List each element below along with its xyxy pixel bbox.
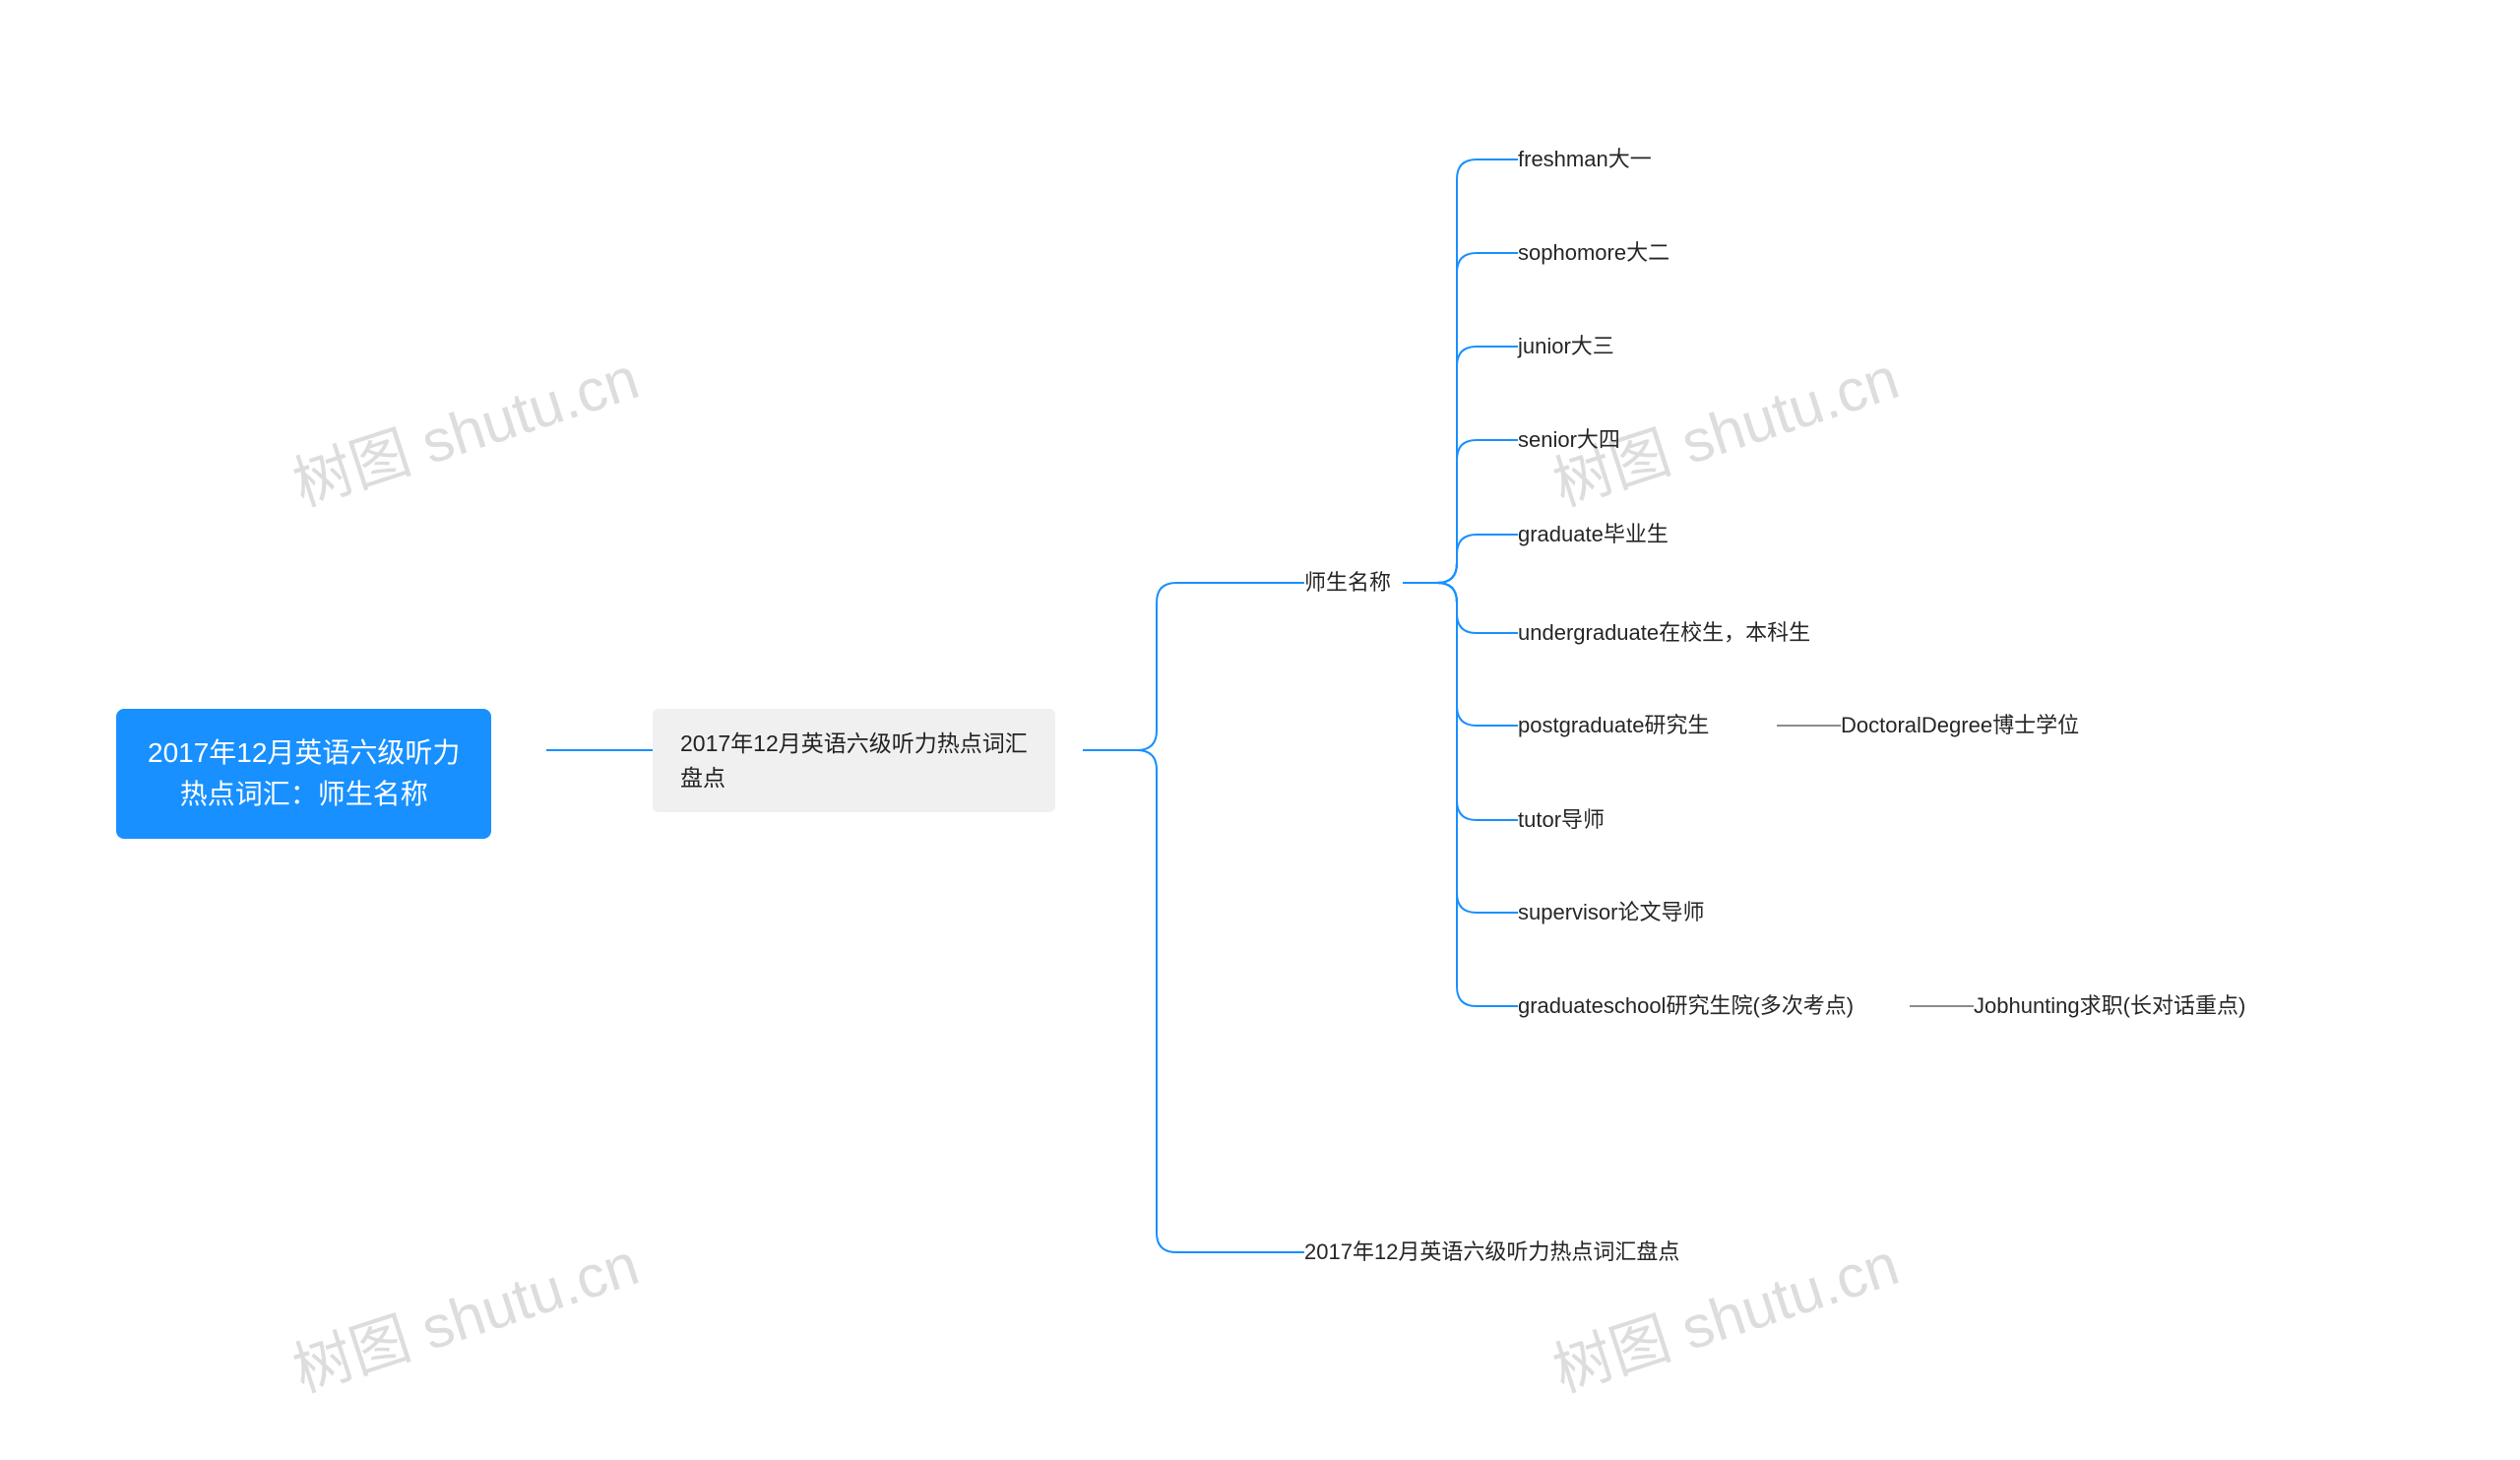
leaf-node-senior[interactable]: senior大四 bbox=[1518, 425, 1620, 456]
leaf-node-tutor[interactable]: tutor导师 bbox=[1518, 805, 1605, 836]
mindmap-root-node[interactable]: 2017年12月英语六级听力 热点词汇：师生名称 bbox=[116, 709, 491, 839]
root-line1: 2017年12月英语六级听力 bbox=[148, 732, 460, 774]
root-line2: 热点词汇：师生名称 bbox=[148, 774, 460, 815]
leaf-node-doctoral[interactable]: DoctoralDegree博士学位 bbox=[1841, 711, 2079, 741]
leaf-node-postgraduate[interactable]: postgraduate研究生 bbox=[1518, 711, 1709, 741]
watermark: 树图 shutu.cn bbox=[281, 331, 648, 523]
leaf-node-graduate[interactable]: graduate毕业生 bbox=[1518, 520, 1669, 550]
mindmap-sub-node[interactable]: 2017年12月英语六级听力热点词汇 盘点 bbox=[653, 709, 1055, 812]
sub-line2: 盘点 bbox=[680, 761, 1028, 795]
leaf-node-bottom[interactable]: 2017年12月英语六级听力热点词汇盘点 bbox=[1304, 1238, 1679, 1268]
leaf-node-sophomore[interactable]: sophomore大二 bbox=[1518, 238, 1670, 269]
category-node[interactable]: 师生名称 bbox=[1304, 568, 1391, 599]
leaf-node-undergraduate[interactable]: undergraduate在校生，本科生 bbox=[1518, 618, 1810, 649]
leaf-node-freshman[interactable]: freshman大一 bbox=[1518, 145, 1652, 175]
leaf-node-junior[interactable]: junior大三 bbox=[1518, 332, 1614, 362]
leaf-node-graduateschool[interactable]: graduateschool研究生院(多次考点) bbox=[1518, 991, 1854, 1022]
leaf-node-jobhunting[interactable]: Jobhunting求职(长对话重点) bbox=[1974, 991, 2245, 1022]
sub-line1: 2017年12月英语六级听力热点词汇 bbox=[680, 727, 1028, 761]
watermark: 树图 shutu.cn bbox=[281, 1217, 648, 1409]
leaf-node-supervisor[interactable]: supervisor论文导师 bbox=[1518, 898, 1704, 928]
